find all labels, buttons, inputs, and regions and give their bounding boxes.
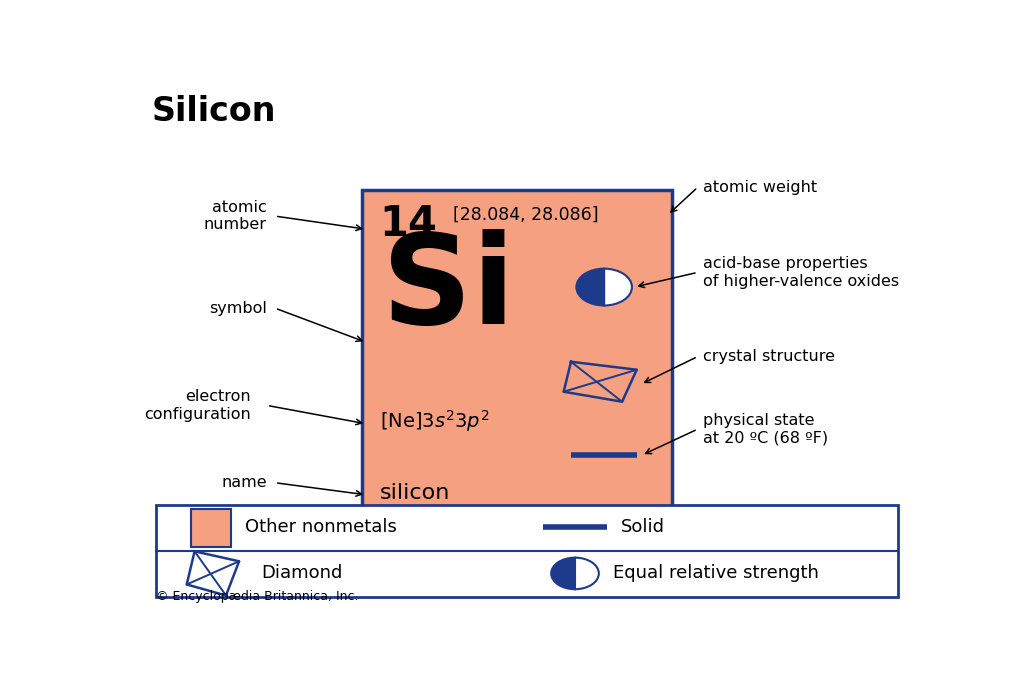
- Wedge shape: [604, 268, 632, 305]
- Text: [28.084, 28.086]: [28.084, 28.086]: [454, 206, 599, 223]
- Text: acid-base properties
of higher-valence oxides: acid-base properties of higher-valence o…: [703, 256, 899, 288]
- Text: silicon: silicon: [380, 483, 450, 503]
- Text: 14: 14: [380, 203, 437, 245]
- Text: physical state
at 20 ºC (68 ºF): physical state at 20 ºC (68 ºF): [703, 413, 828, 445]
- Text: atomic weight: atomic weight: [703, 180, 817, 195]
- Text: Solid: Solid: [621, 518, 665, 536]
- Wedge shape: [575, 557, 599, 589]
- Bar: [362, 190, 672, 527]
- Text: name: name: [221, 475, 267, 490]
- Text: Other nonmetals: Other nonmetals: [246, 518, 397, 536]
- Text: symbol: symbol: [209, 301, 267, 316]
- Bar: [156, 505, 898, 598]
- Wedge shape: [551, 557, 575, 589]
- Text: $\mathrm{[Ne]3}s^23p^2$: $\mathrm{[Ne]3}s^23p^2$: [380, 408, 489, 434]
- Text: © Encyclopædia Britannica, Inc.: © Encyclopædia Britannica, Inc.: [156, 589, 358, 602]
- Text: atomic
number: atomic number: [204, 200, 267, 232]
- Text: electron
configuration: electron configuration: [144, 389, 251, 421]
- Text: Si: Si: [382, 229, 515, 350]
- Text: crystal structure: crystal structure: [703, 349, 836, 364]
- Text: Equal relative strength: Equal relative strength: [613, 564, 819, 583]
- Bar: [191, 509, 231, 547]
- Wedge shape: [577, 268, 604, 305]
- Text: Silicon: Silicon: [152, 95, 276, 128]
- Text: Diamond: Diamond: [261, 564, 343, 583]
